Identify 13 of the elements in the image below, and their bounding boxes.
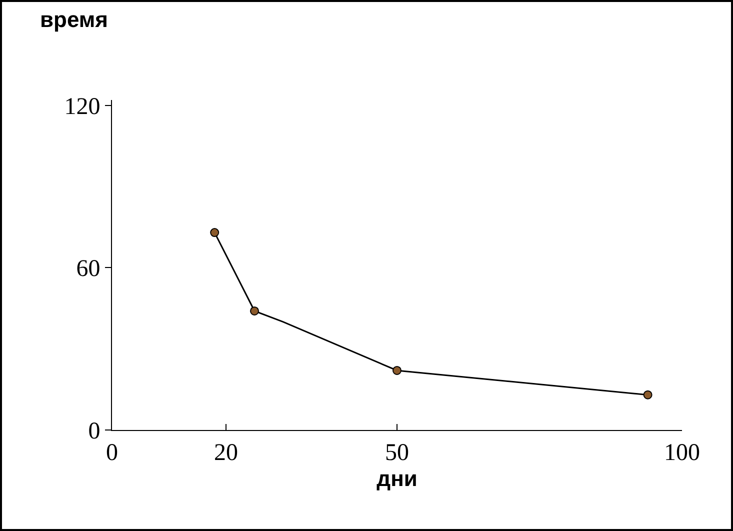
y-axis-title: время: [40, 7, 108, 32]
point: [643, 390, 652, 400]
x-tick-label: 20: [214, 440, 238, 466]
point: [392, 366, 402, 375]
x-tick-label: 50: [385, 440, 409, 466]
x-tick-label: 100: [664, 440, 700, 466]
y-tick-label: 0: [88, 418, 100, 444]
point: [210, 228, 220, 238]
y-tick-label: 120: [64, 94, 100, 120]
y-tick-label: 60: [76, 256, 100, 282]
point: [250, 306, 259, 316]
x-axis-title: дни: [376, 466, 418, 491]
x-tick-label: 0: [106, 440, 118, 466]
